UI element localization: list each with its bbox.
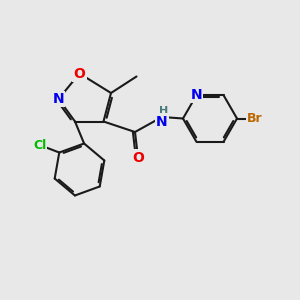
Text: Cl: Cl	[33, 139, 46, 152]
Text: Br: Br	[247, 112, 263, 125]
Text: H: H	[159, 106, 168, 116]
Text: N: N	[53, 92, 64, 106]
Text: O: O	[132, 151, 144, 164]
Text: O: O	[74, 67, 86, 80]
Text: N: N	[191, 88, 202, 102]
Text: N: N	[156, 115, 168, 128]
